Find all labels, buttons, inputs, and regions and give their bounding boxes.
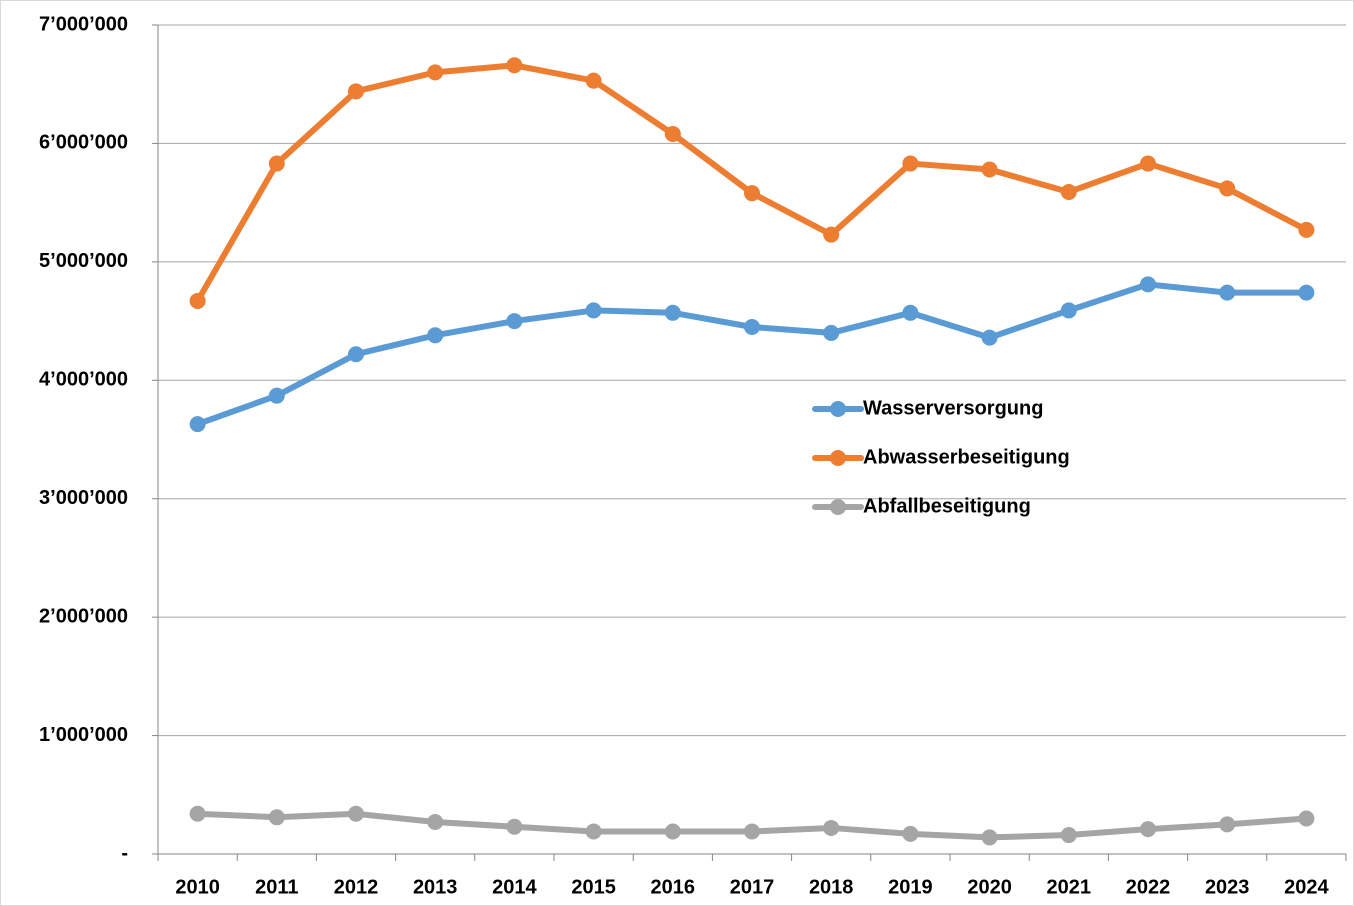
x-tick-label: 2014 [492, 876, 537, 898]
data-point [427, 327, 444, 344]
data-point [348, 805, 364, 822]
data-point [585, 72, 602, 89]
data-point [744, 318, 760, 335]
x-tick-label: 2011 [255, 876, 298, 898]
x-tick-label: 2019 [888, 876, 933, 898]
data-point [1140, 276, 1156, 293]
y-tick-label: 5’000’000 [39, 250, 128, 272]
data-point [1060, 183, 1077, 200]
data-point [1140, 821, 1156, 838]
x-tick-label: 2023 [1205, 876, 1250, 898]
legend-swatch-marker [830, 401, 846, 417]
data-point [664, 304, 681, 321]
data-point [506, 57, 523, 74]
data-point [506, 818, 523, 835]
data-point [664, 823, 681, 840]
legend-label: Abwasserbeseitigung [863, 446, 1070, 468]
legend-swatch-marker [830, 499, 846, 515]
data-point [981, 829, 998, 846]
data-point [1298, 284, 1315, 301]
data-point [427, 814, 444, 831]
data-point [427, 64, 444, 81]
y-tick-label: 7’000’000 [39, 13, 128, 35]
data-point [902, 304, 919, 321]
data-point [1140, 155, 1156, 172]
y-tick-label: - [121, 842, 128, 864]
data-point [585, 823, 602, 840]
x-tick-label: 2020 [967, 876, 1012, 898]
data-point [1060, 302, 1077, 319]
x-tick-label: 2018 [809, 876, 854, 898]
data-point [902, 825, 919, 842]
data-point [823, 324, 840, 341]
x-tick-label: 2022 [1126, 876, 1171, 898]
data-point [348, 83, 364, 100]
y-tick-label: 2’000’000 [39, 605, 128, 627]
data-point [744, 823, 760, 840]
legend-swatch-marker [830, 450, 846, 466]
data-point [823, 819, 840, 836]
x-tick-label: 2012 [334, 876, 379, 898]
data-point [1219, 180, 1236, 197]
x-tick-label: 2017 [730, 876, 775, 898]
legend-label: Abfallbeseitigung [863, 495, 1031, 517]
y-tick-label: 3’000’000 [39, 487, 128, 509]
x-tick-label: 2015 [571, 876, 616, 898]
data-point [189, 416, 206, 433]
y-tick-label: 6’000’000 [39, 132, 128, 154]
y-tick-label: 1’000’000 [39, 724, 128, 746]
data-point [189, 292, 206, 309]
data-point [1219, 284, 1236, 301]
x-tick-label: 2013 [413, 876, 458, 898]
data-point [189, 805, 206, 822]
data-point [1060, 827, 1077, 844]
data-point [506, 313, 523, 330]
x-tick-label: 2021 [1047, 876, 1092, 898]
data-point [981, 329, 998, 346]
x-tick-label: 2010 [175, 876, 220, 898]
data-point [268, 809, 285, 826]
data-point [823, 226, 840, 243]
data-point [1298, 810, 1315, 827]
data-point [585, 302, 602, 319]
legend-label: Wasserversorgung [863, 397, 1043, 419]
data-point [1219, 816, 1236, 833]
x-tick-label: 2024 [1284, 876, 1329, 898]
x-tick-label: 2016 [651, 876, 696, 898]
data-point [268, 387, 285, 404]
data-point [744, 185, 760, 202]
data-point [981, 161, 998, 178]
data-point [664, 125, 681, 142]
data-point [268, 155, 285, 172]
y-tick-label: 4’000’000 [39, 369, 128, 391]
data-point [902, 155, 919, 172]
data-point [348, 346, 364, 363]
data-point [1298, 221, 1315, 238]
